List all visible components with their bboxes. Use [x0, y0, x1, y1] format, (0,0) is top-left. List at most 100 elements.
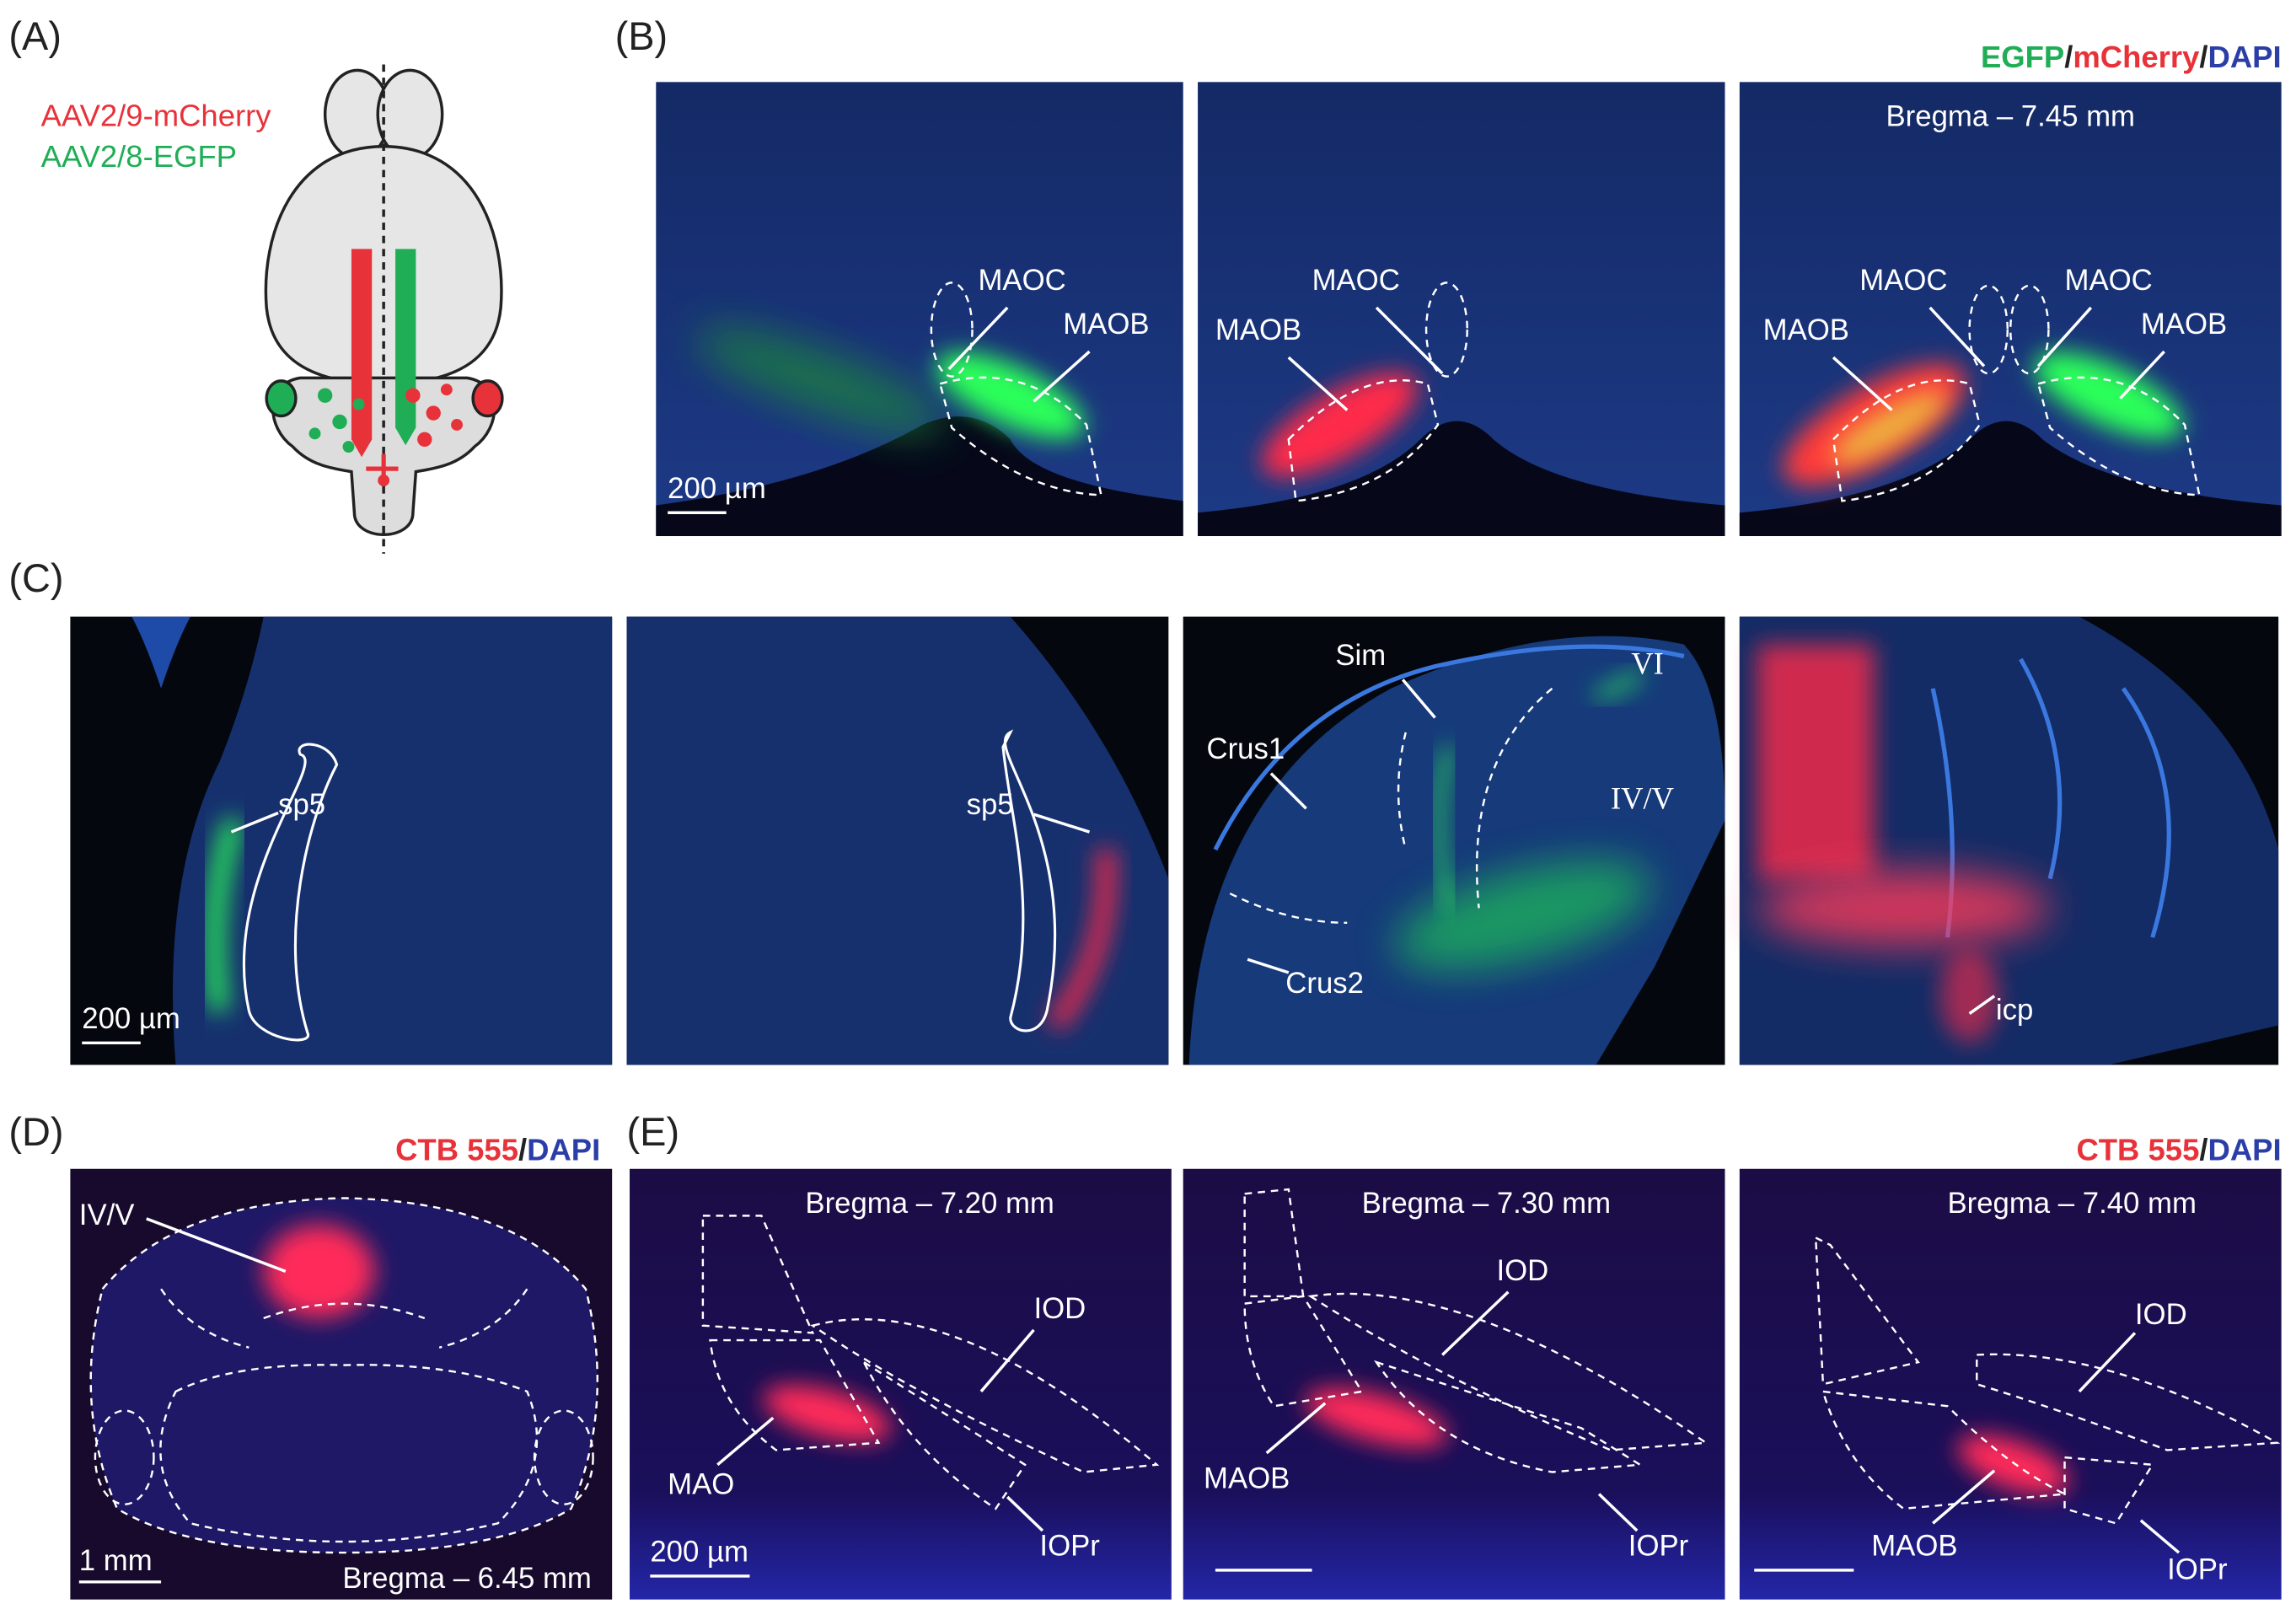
micrograph-line [146, 1217, 287, 1274]
region-label: IOD [1496, 1255, 1548, 1287]
micrograph-ellipse [2034, 351, 2183, 439]
micrograph-ellipse [1831, 391, 1947, 464]
injections-g-circle [440, 384, 453, 396]
micrograph-path [159, 1364, 539, 1543]
micrograph: MAOC MAOB [1198, 82, 1725, 537]
vector-label: AAV2/9-mCherry [41, 98, 272, 132]
micrograph: Bregma – 7.20 mm IOD MAO IOPr 200 µm [630, 1168, 1172, 1600]
micrograph-line [947, 306, 1009, 371]
micrograph-ellipse [930, 282, 974, 378]
micrograph-line [1033, 813, 1091, 834]
brain-schematic-ellipse [376, 68, 444, 160]
micrograph-ellipse [1939, 949, 1999, 1043]
micrograph-path [1434, 745, 1454, 909]
region-label: IOD [2135, 1299, 2187, 1331]
legend-entry: DAPI [2208, 40, 2282, 74]
region-label: Sim [1335, 640, 1386, 672]
micrograph-path [1243, 1188, 1709, 1473]
micrograph-path [938, 376, 1102, 496]
micrograph: MAOC MAOB 200 µm [656, 82, 1183, 537]
micrograph-ellipse [1957, 1435, 2069, 1495]
micrograph-line [2119, 350, 2165, 400]
panel-e: (E) CTB 555/DAPI Bregma – 7.20 mm IOD MA… [627, 1110, 2282, 1600]
legend-entry: DAPI [527, 1132, 600, 1167]
region-label: IV/V [1611, 780, 1674, 815]
micrograph-line [1006, 1495, 1044, 1532]
micrograph-line [1247, 958, 1290, 974]
micrograph-path [626, 616, 1169, 1065]
injections-g-circle [332, 414, 347, 430]
micrograph-ellipse [1262, 373, 1418, 477]
region-label: MAOB [1063, 308, 1149, 341]
micrograph-line [1932, 1469, 1996, 1525]
brain-schematic-ellipse [471, 379, 504, 418]
micrograph-path [1001, 729, 1057, 1033]
micrograph: Sim VI Crus1 IV/V Crus2 [1183, 616, 1725, 1065]
micrograph-path [206, 817, 243, 1012]
micrograph: sp5 [626, 616, 1169, 1065]
legend-separator: / [2199, 40, 2207, 74]
bregma-label: Bregma – 7.20 mm [805, 1188, 1054, 1220]
micrograph-line [1440, 1290, 1510, 1356]
micrograph-ellipse [263, 1224, 375, 1319]
micrograph-line [716, 1416, 775, 1467]
region-label: MAOC [1312, 265, 1400, 297]
injections-g [308, 388, 365, 453]
micrograph-line [230, 811, 279, 834]
micrograph: icp [1739, 616, 2279, 1065]
region-label: MAOB [2141, 308, 2227, 341]
region-label: IOPr [1628, 1531, 1688, 1563]
region-label: MAOB [1215, 314, 1301, 346]
vector-label: AAV2/8-EGFP [41, 139, 237, 174]
micrograph-line [1929, 306, 1986, 367]
micrograph-path [172, 616, 613, 1065]
micrograph-path [1213, 644, 1685, 851]
region-label: MAOC [978, 265, 1065, 297]
panel-c: (C) sp5 200 µm sp5 [8, 556, 2279, 1065]
region-label: MAO [668, 1469, 734, 1501]
micrograph-ellipse [695, 328, 945, 434]
legend-separator: / [2064, 40, 2073, 74]
region-label: MAOB [1204, 1463, 1290, 1495]
micrograph-line [1968, 995, 1996, 1015]
injections-g-circle [417, 432, 432, 448]
micrograph-line [1401, 679, 1436, 719]
micrograph-line [1832, 356, 1893, 411]
micrograph-rect [1739, 1168, 2282, 1600]
region-label: IOD [1033, 1293, 1086, 1325]
micrograph-line [2078, 1332, 2137, 1393]
region-label: IOPr [1039, 1531, 1099, 1563]
scale-bar-label: 200 µm [668, 473, 766, 505]
micrograph-line [1265, 1402, 1327, 1455]
injections-polygon [351, 249, 373, 458]
stain-legend: CTB 555/DAPI [2076, 1132, 2281, 1167]
micrograph-path [70, 616, 190, 689]
stain-legend: EGFP/mCherry/DAPI [1981, 40, 2282, 74]
micrograph-path [1739, 421, 2282, 537]
micrograph-ellipse [1424, 282, 1468, 378]
micrograph: IV/V 1 mm Bregma – 6.45 mm [70, 1168, 613, 1600]
micrograph-path [1287, 379, 1440, 502]
micrograph-ellipse [1305, 1388, 1448, 1448]
micrograph-ellipse [94, 1409, 155, 1505]
micrograph: Bregma – 7.45 mm MAOC MAOB MAOC MAOB [1739, 82, 2282, 537]
micrograph-line [1597, 1493, 1639, 1532]
panel-letter: (D) [8, 1110, 63, 1154]
micrograph-ellipse [763, 1385, 892, 1442]
legend-entry: EGFP [1981, 40, 2064, 74]
injections-g-circle [451, 419, 463, 431]
legend-separator: / [2199, 1132, 2207, 1167]
region-label: MAOB [1871, 1531, 1957, 1563]
micrograph-ellipse [1395, 861, 1651, 970]
legend-entry: mCherry [2073, 40, 2200, 74]
micrograph-path [2036, 376, 2201, 496]
micrograph-ellipse [2009, 284, 2050, 375]
legend-entry: CTB 555 [2076, 1132, 2199, 1167]
region-label: MAOB [1763, 314, 1849, 346]
panel-letter: (B) [615, 14, 668, 58]
micrograph: Bregma – 7.30 mm IOD MAOB IOPr [1183, 1168, 1725, 1600]
scale-bar-label: 200 µm [650, 1536, 748, 1568]
injections-g-circle [317, 388, 333, 403]
panel-letter: (A) [8, 14, 62, 58]
micrograph-rect [1757, 644, 1875, 879]
